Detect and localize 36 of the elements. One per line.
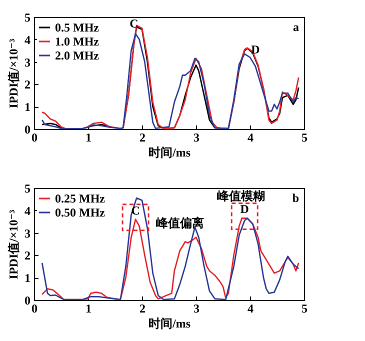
legend-label: 1.0 MHz	[55, 34, 100, 48]
x-tick-label: 1	[86, 130, 92, 144]
annotation: a	[293, 20, 299, 34]
x-tick-label: 4	[248, 302, 254, 316]
x-tick-label: 2	[140, 302, 146, 316]
x-axis-title: 时间/ms	[148, 316, 191, 330]
x-tick-label: 5	[302, 302, 308, 316]
x-tick-label: 4	[248, 130, 254, 144]
legend-label: 2.0 MHz	[55, 48, 100, 62]
y-tick-label: 5	[24, 10, 30, 24]
x-tick-label: 2	[140, 130, 146, 144]
legend-label: 0.25 MHz	[55, 192, 106, 206]
y-tick-label: 3	[24, 226, 30, 240]
x-tick-label: 5	[302, 130, 308, 144]
y-tick-label: 2	[24, 248, 30, 263]
legend-label: 0.5 MHz	[55, 20, 100, 34]
annotation: b	[292, 191, 300, 205]
y-tick-label: 1	[24, 271, 30, 286]
y-axis-title: IPDI值/×10⁻³	[6, 38, 20, 108]
y-tick-label: 2	[24, 78, 30, 92]
y-tick-label: 4	[24, 204, 30, 218]
y-tick-label: 1	[24, 100, 30, 114]
x-axis-title: 时间/ms	[148, 146, 191, 160]
legend-label: 0.50 MHz	[55, 206, 106, 220]
y-tick-label: 5	[24, 182, 30, 196]
annotation: D	[251, 42, 260, 56]
x-tick-label: 3	[194, 302, 200, 316]
y-axis-title: IPDI值/×10⁻³	[6, 209, 20, 280]
annotation: 峰值偏离	[156, 216, 204, 230]
x-tick-label: 1	[86, 302, 92, 316]
x-tick-label: 3	[194, 130, 200, 144]
y-tick-label: 3	[24, 55, 30, 70]
annotation: 峰值模糊	[217, 189, 265, 203]
annotation: C	[130, 16, 138, 31]
annotation: D	[240, 202, 250, 216]
y-tick-label: 4	[24, 32, 30, 47]
